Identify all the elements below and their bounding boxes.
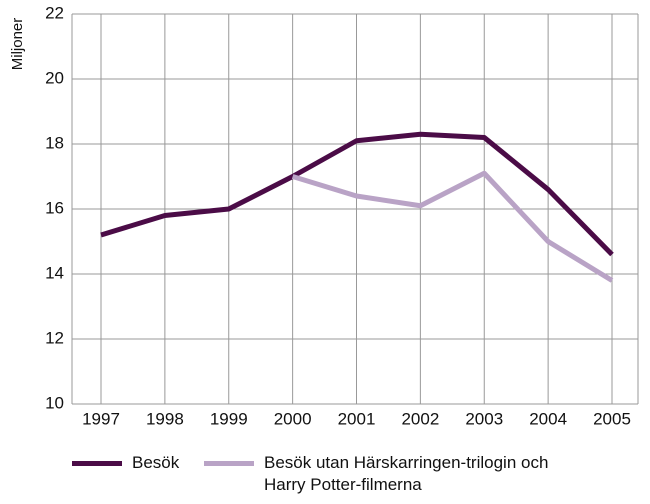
y-axis-label: Miljoner xyxy=(9,18,26,71)
x-tick-label: 2001 xyxy=(338,409,376,428)
x-tick-label: 2002 xyxy=(401,409,439,428)
y-tick-label: 16 xyxy=(45,198,64,217)
y-tick-label: 18 xyxy=(45,133,64,152)
x-tick-label: 2000 xyxy=(274,409,312,428)
y-tick-label: 14 xyxy=(45,263,64,282)
y-tick-label: 22 xyxy=(45,3,64,22)
chart-svg: Miljoner 10 12 14 16 18 20 22 1997 1998 1999 2000 2… xyxy=(9,3,639,428)
y-tick-label: 10 xyxy=(45,393,64,412)
x-tick-label: 1998 xyxy=(146,409,184,428)
legend-swatch xyxy=(72,461,122,466)
legend-label: Besök xyxy=(132,453,180,472)
legend-swatch xyxy=(204,461,254,466)
series-line xyxy=(291,170,614,283)
y-tick-label: 20 xyxy=(45,68,64,87)
x-tick-label: 2003 xyxy=(465,409,503,428)
x-tick-label: 1999 xyxy=(210,409,248,428)
x-tick-label: 1997 xyxy=(82,409,120,428)
y-tick-label: 12 xyxy=(45,328,64,347)
legend-item: Besök xyxy=(72,452,179,474)
legend-item: Besök utan Härskarringen-trilogin och Ha… xyxy=(204,452,554,496)
legend-label: Besök utan Härskarringen-trilogin och Ha… xyxy=(264,453,549,494)
x-tick-label: 2004 xyxy=(529,409,567,428)
series-line xyxy=(100,131,614,257)
x-tick-label: 2005 xyxy=(593,409,631,428)
